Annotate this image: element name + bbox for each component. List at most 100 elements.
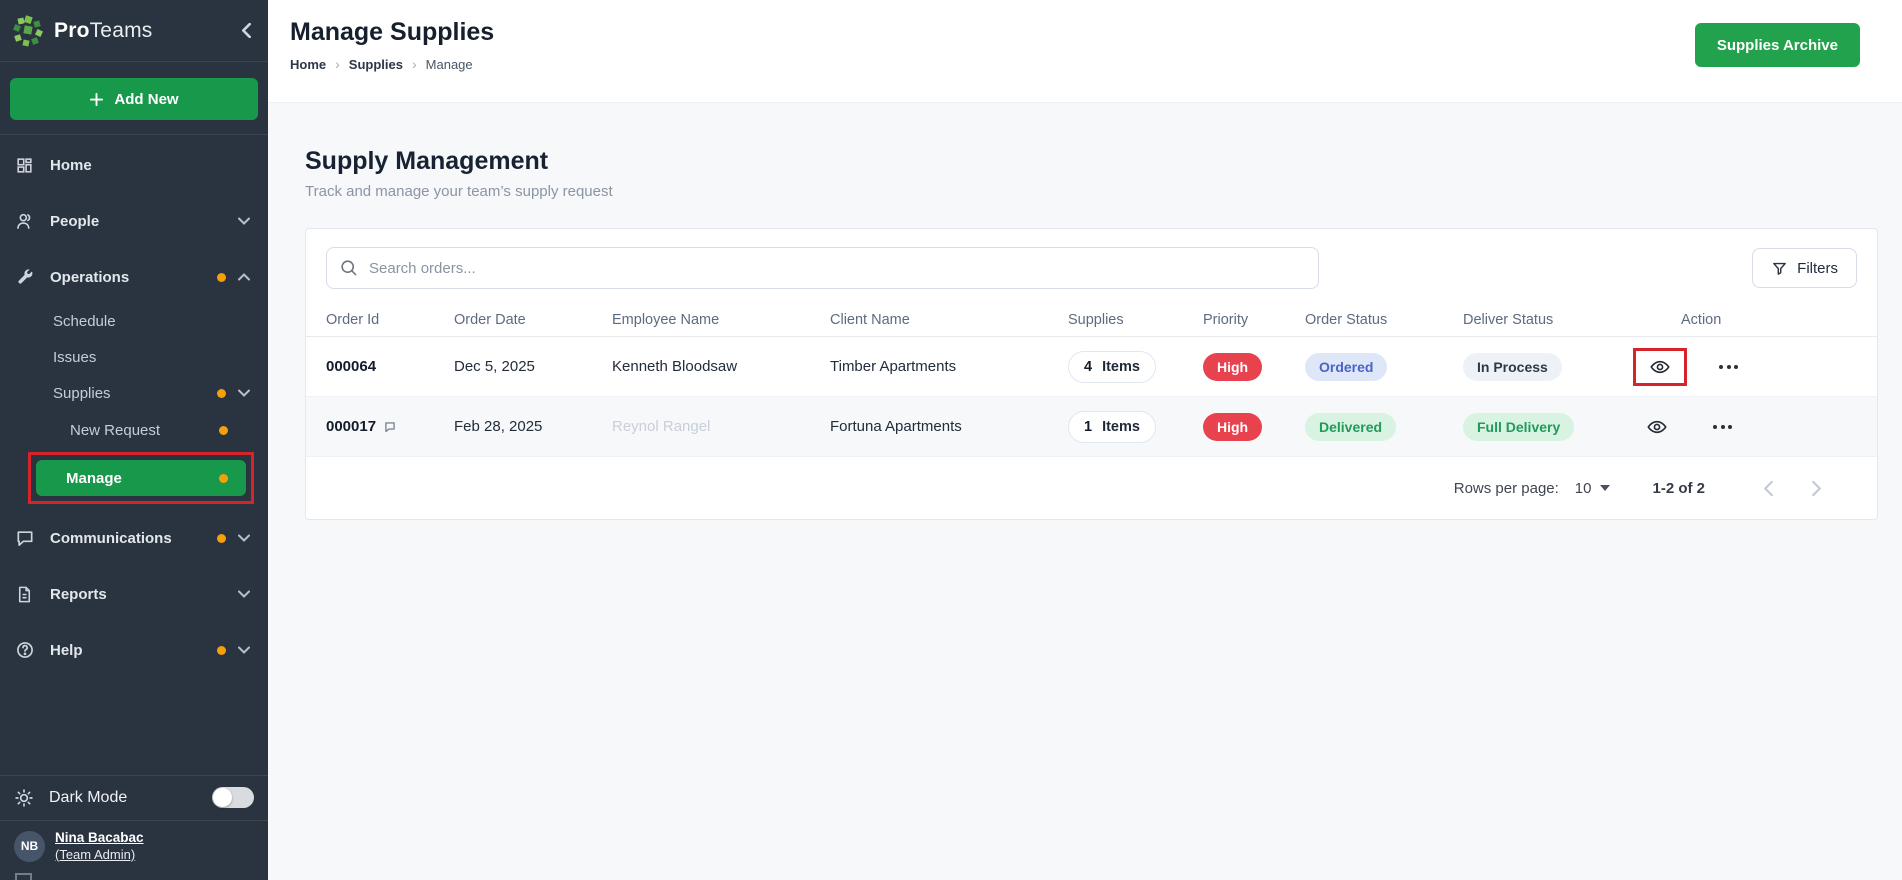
notification-dot [219,425,228,435]
sidebar-item-label: Help [50,641,83,659]
supplies-count: 4 [1084,358,1093,375]
brand-name-light: Teams [89,18,153,42]
user-role: (Team Admin) [55,846,136,862]
breadcrumb-separator: › [335,56,340,72]
search-input[interactable] [326,247,1319,289]
dark-mode-toggle[interactable] [212,787,254,809]
sidebar-item-new-request[interactable]: New Request [0,413,268,447]
proteams-logo-icon [12,13,46,49]
order-id-cell: 000064 [326,358,454,375]
priority-badge: High [1203,412,1263,441]
order-id: 000017 [326,418,377,435]
top-header: Manage Supplies Home › Supplies › Manage… [268,0,1902,103]
header-left: Manage Supplies Home › Supplies › Manage [290,18,494,72]
column-header: Supplies [1068,311,1124,328]
sidebar-item-schedule[interactable]: Schedule [0,305,268,337]
sidebar-item-label: People [50,212,100,230]
add-new-label: Add New [114,90,179,108]
caret-down-icon [1600,485,1611,491]
column-header: Order Date [454,311,526,328]
brand-name-bold: Pro [54,18,90,42]
previous-page-button[interactable] [1751,471,1785,505]
sidebar-item-label: New Request [70,421,161,439]
pagination: Rows per page: 10 1-2 of 2 [306,457,1877,519]
supplies-cell: 1 Items [1068,410,1203,443]
add-new-button[interactable]: Add New [10,78,258,120]
sidebar-item-people[interactable]: People [0,201,268,241]
supplies-unit: Items [1102,358,1140,375]
sidebar-item-label: Communications [50,529,172,547]
document-icon [14,585,35,604]
avatar-initials: NB [20,839,39,854]
supplies-archive-button[interactable]: Supplies Archive [1694,23,1860,67]
sidebar-item-reports[interactable]: Reports [0,574,268,614]
supplies-cell: 4 Items [1068,350,1203,383]
chevron-down-icon [238,389,250,397]
user-profile[interactable]: NB Nina Bacabac (Team Admin) [0,821,268,873]
sidebar-item-operations[interactable]: Operations [0,257,268,297]
column-header: Deliver Status [1463,311,1554,328]
order-date-cell: Feb 28, 2025 [454,418,543,435]
dashboard-grid-icon [14,156,35,175]
search-box [326,247,1319,289]
more-actions-button[interactable] [1715,359,1742,375]
sidebar-item-manage-active[interactable]: Manage [36,460,246,496]
sidebar-item-help[interactable]: Help [0,630,268,670]
chevron-up-icon [238,273,250,281]
section-title: Supply Management [305,147,549,175]
plus-icon [89,92,104,107]
wrench-icon [14,267,35,287]
table-row: 000064 Dec 5, 2025 Kenneth Bloodsaw Timb… [306,337,1877,397]
supplies-unit: Items [1102,418,1140,435]
column-header: Client Name [830,311,910,328]
eye-icon [1649,356,1671,378]
people-icon [14,211,35,231]
breadcrumb-home[interactable]: Home [290,56,327,72]
view-order-button[interactable] [1633,411,1681,443]
next-page-button[interactable] [1799,471,1833,505]
user-name[interactable]: Nina Bacabac [55,829,144,845]
sidebar-item-label: Operations [50,268,130,286]
sidebar-collapse-icon[interactable] [241,23,252,38]
avatar: NB [14,830,45,862]
order-date-cell: Dec 5, 2025 [454,358,535,375]
order-id: 000064 [326,358,377,375]
sidebar-item-home[interactable]: Home [0,145,268,185]
rows-per-page-select[interactable]: 10 [1575,480,1611,497]
column-header: Action [1681,311,1722,328]
notification-dot [217,533,226,543]
chevron-down-icon [238,590,250,598]
column-header: Order Id [326,311,380,328]
order-status-badge: Delivered [1305,412,1397,441]
more-actions-button[interactable] [1709,419,1736,435]
sidebar-bottom: Dark Mode NB Nina Bacabac (Team Admin) [0,774,268,880]
employee-name-cell: Kenneth Bloodsaw [612,358,738,375]
sidebar-item-issues[interactable]: Issues [0,341,268,373]
chevron-down-icon [238,217,250,225]
sidebar-item-communications[interactable]: Communications [0,518,268,558]
annotation-box-manage: Manage [28,452,254,504]
sidebar-item-supplies[interactable]: Supplies [0,377,268,409]
annotation-box-view [1633,347,1687,386]
filters-button[interactable]: Filters [1752,248,1857,288]
sidebar-item-label: Schedule [53,312,116,330]
deliver-status-badge: In Process [1463,352,1562,381]
supply-table-card: Filters Order Id Order Date Employee Nam… [305,228,1878,520]
view-order-button[interactable] [1649,356,1671,378]
sidebar-item-label: Home [50,156,92,174]
pagination-range: 1-2 of 2 [1652,479,1705,497]
main-area: Manage Supplies Home › Supplies › Manage… [268,0,1902,880]
filter-funnel-icon [1771,260,1788,277]
comment-icon [383,420,397,434]
dark-mode-row: Dark Mode [0,774,268,821]
breadcrumb-current: Manage [425,56,473,72]
breadcrumb: Home › Supplies › Manage [290,56,494,72]
notification-dot [217,272,226,282]
brand-name: ProTeams [54,19,152,43]
brand: ProTeams [0,0,268,62]
order-status-cell: Ordered [1305,352,1463,381]
breadcrumb-supplies[interactable]: Supplies [348,56,403,72]
eye-icon [1646,416,1668,438]
column-header: Order Status [1305,311,1388,328]
